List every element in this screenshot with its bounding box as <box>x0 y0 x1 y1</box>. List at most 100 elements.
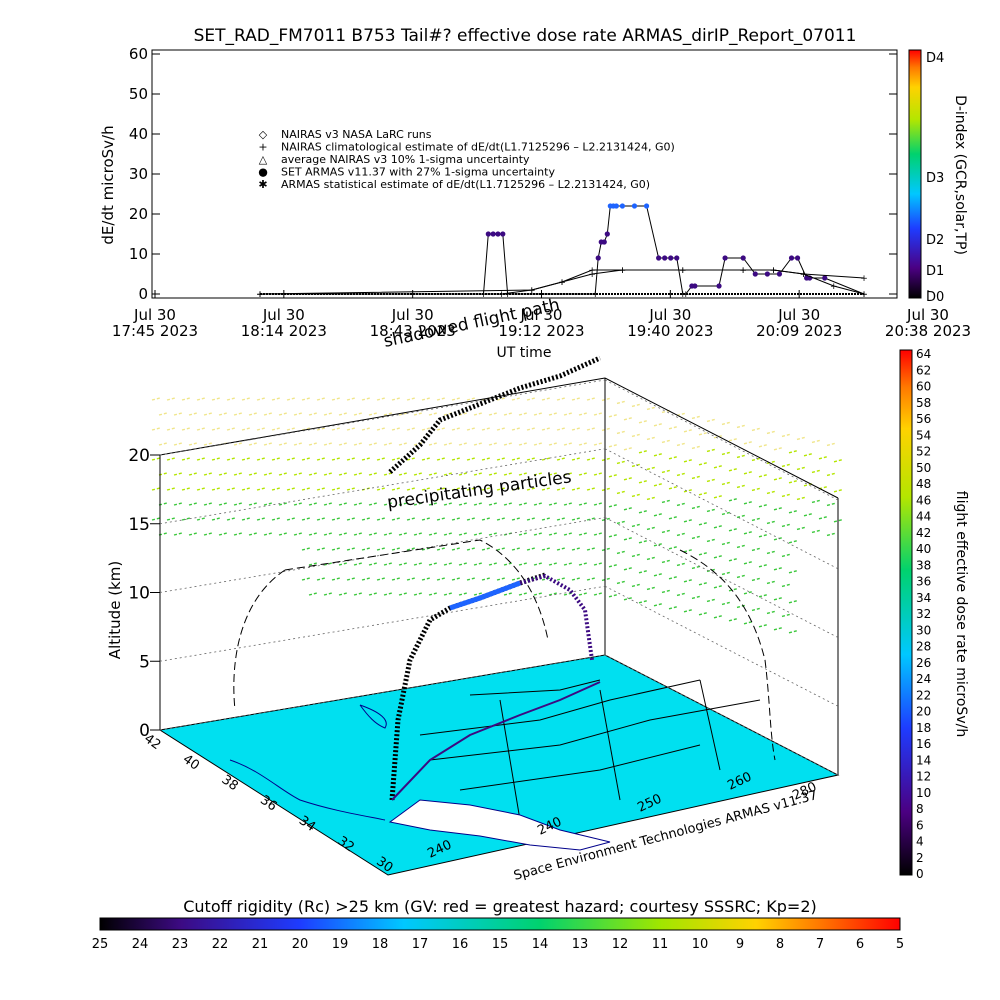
dose-rate-tick-label: 30 <box>916 623 931 637</box>
particle-dash <box>406 457 416 461</box>
particle-dash <box>391 577 401 581</box>
particle-dash <box>541 397 551 401</box>
cutoff-rigidity-tick-label: 7 <box>816 937 824 952</box>
particle-dash <box>383 592 393 596</box>
particle-dash <box>233 532 243 536</box>
particle-dash <box>721 481 731 486</box>
cutoff-rigidity-ticks: 25 24 23 22 21 20 19 18 17 16 15 14 13 12 11 10 9 8 7 6 5 <box>92 937 904 952</box>
particle-dash <box>691 415 701 420</box>
x-tick-label-date: Jul 30 <box>262 306 305 324</box>
particle-dash <box>496 397 506 401</box>
particle-dash <box>661 499 671 504</box>
x-tick-label-date: Jul 30 <box>648 306 691 324</box>
particle-dash <box>668 546 678 550</box>
particle-dash <box>151 427 161 431</box>
particle-dash <box>383 412 393 416</box>
x-tick-label-date: Jul 30 <box>133 306 176 324</box>
dose-rate-tick-label: 10 <box>916 786 931 800</box>
particle-dash <box>398 442 408 446</box>
dose-rate-tick-label: 18 <box>916 721 931 735</box>
particle-dash <box>443 472 453 476</box>
particle-dash <box>706 448 716 453</box>
precipitating-particle-field <box>151 397 843 634</box>
particle-dash <box>286 457 296 461</box>
particle-dash <box>263 442 273 446</box>
particle-dash <box>833 489 843 493</box>
particle-dash <box>421 457 431 461</box>
data-point-armas <box>490 231 496 237</box>
particle-dash <box>248 502 258 506</box>
particle-dash <box>773 567 783 571</box>
particle-dash <box>676 442 686 447</box>
d-index-tick-label: D4 <box>926 51 944 66</box>
data-point-armas <box>722 255 728 261</box>
particle-dash <box>668 426 678 430</box>
particle-dash <box>788 480 798 484</box>
particle-dash <box>496 457 506 461</box>
particle-dash <box>451 517 461 521</box>
x-tick-label-date: Jul 30 <box>520 306 563 324</box>
cutoff-rigidity-tick-label: 15 <box>492 937 509 952</box>
dose-rate-tick-label: 62 <box>916 363 931 377</box>
particle-dash <box>196 457 206 461</box>
legend-symbol: + <box>258 141 267 154</box>
particle-dash <box>623 567 633 571</box>
particle-dash <box>638 510 648 514</box>
particle-dash <box>818 456 828 460</box>
legend-symbol: ◇ <box>259 128 268 141</box>
particle-dash <box>616 520 626 525</box>
legend-text: NAIRAS v3 NASA LaRC runs <box>281 128 432 141</box>
particle-dash <box>353 532 363 536</box>
particle-dash <box>271 487 281 491</box>
dose-rate-tick-label: 6 <box>916 818 924 832</box>
x-tick-label-time: 19:40 2023 <box>627 322 713 340</box>
particle-dash <box>233 412 243 416</box>
particle-dash <box>211 427 221 431</box>
particle-dash <box>781 523 791 528</box>
particle-dash <box>766 550 776 555</box>
cutoff-rigidity-tick-label: 8 <box>776 937 784 952</box>
particle-dash <box>166 487 176 491</box>
particle-dash <box>766 460 776 465</box>
particle-dash <box>788 540 798 544</box>
particle-dash <box>608 504 618 508</box>
legend: ◇ NAIRAS v3 NASA LaRC runs + NAIRAS climato… <box>258 128 675 191</box>
particle-dash <box>308 562 318 566</box>
particle-dash <box>391 427 401 431</box>
particle-dash <box>623 597 633 601</box>
particle-dash <box>391 487 401 491</box>
particle-dash <box>331 427 341 431</box>
particle-dash <box>368 592 378 596</box>
particle-dash <box>151 457 161 461</box>
particle-dash <box>743 531 753 535</box>
dose-rate-tick-label: 2 <box>916 851 924 865</box>
particle-dash <box>743 501 753 505</box>
particle-dash <box>518 472 528 476</box>
particle-dash <box>511 427 521 431</box>
grid-line-back-left <box>159 654 606 731</box>
particle-dash <box>391 457 401 461</box>
particle-dash <box>481 577 491 581</box>
particle-dash <box>601 517 611 522</box>
particle-dash <box>503 592 513 596</box>
particle-dash <box>278 412 288 416</box>
particle-dash <box>728 498 738 502</box>
particle-dash <box>398 592 408 596</box>
particle-dash <box>353 442 363 446</box>
dose-rate-tick-label: 4 <box>916 835 924 849</box>
particle-dash <box>781 433 791 438</box>
particle-dash <box>758 504 768 508</box>
particle-dash <box>601 577 611 582</box>
grid-line-back-right <box>604 517 839 638</box>
dose-rate-tick-label: 38 <box>916 558 931 572</box>
particle-dash <box>436 517 446 521</box>
particle-dash <box>158 412 168 416</box>
x-tick-label-date: Jul 30 <box>906 306 949 324</box>
particle-dash <box>323 502 333 506</box>
particle-dash <box>256 517 266 521</box>
particle-dash <box>713 555 723 559</box>
particle-dash <box>346 517 356 521</box>
particle-dash <box>833 519 843 523</box>
particle-dash <box>571 487 581 491</box>
particle-dash <box>218 502 228 506</box>
